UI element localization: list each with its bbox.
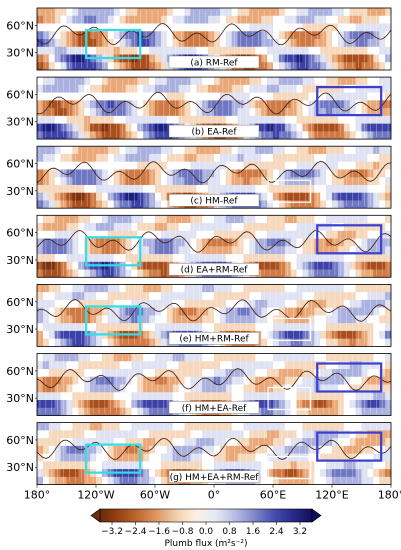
- colorbar-tick-label: 0.8: [222, 527, 237, 537]
- panel-label: (b) EA-Ref: [168, 124, 260, 138]
- latitude-label: 30°N: [6, 47, 34, 60]
- panel-label: (c) HM-Ref: [168, 193, 260, 207]
- colorbar-tick-label: 3.2: [293, 527, 307, 537]
- panel-frame: [36, 283, 392, 347]
- latitude-label: 30°N: [6, 116, 34, 129]
- panel-label-box: [168, 55, 260, 69]
- coastline: [36, 437, 392, 460]
- coastline: [36, 230, 392, 253]
- panel-frame: [36, 76, 392, 140]
- colorbar-tick-label: 2.4: [269, 527, 284, 537]
- colorbar-min-extend: [90, 508, 101, 523]
- colorbar-tick-label: −3.2: [101, 527, 123, 537]
- colorbar-ticks: −3.2 −2.4 −1.6 −0.8 0.0 0.8 1.6 2.4 3.2: [101, 522, 307, 537]
- panel-label-box: [168, 124, 260, 138]
- region-box-white-asia: [267, 386, 311, 411]
- longitude-label: 60°W: [140, 489, 170, 502]
- latitude-label: 60°N: [6, 88, 34, 101]
- latitude-label: 30°N: [6, 461, 34, 474]
- latitude-label: 30°N: [6, 323, 34, 336]
- latitude-label: 60°N: [6, 227, 34, 240]
- region-box-white-asia: [267, 317, 311, 341]
- panel-label: (g) HM+EA+RM-Ref: [168, 470, 260, 483]
- region-box-blue-east: [316, 85, 383, 117]
- longitude-label: 180°: [24, 489, 51, 502]
- longitude-label: 120°W: [77, 489, 114, 502]
- map-panel: (c) HM-Ref 60°N 30°N: [6, 145, 392, 209]
- panel-label-text: (g) HM+EA+RM-Ref: [170, 473, 260, 483]
- panel-label-box: [168, 470, 260, 483]
- panel-label: (e) HM+RM-Ref: [168, 332, 260, 345]
- colorbar-tick-label: −2.4: [125, 527, 147, 537]
- latitude-label: 60°N: [6, 296, 34, 309]
- longitude-label: 120°E: [315, 489, 348, 502]
- map-panel: (b) EA-Ref 60°N 30°N: [6, 76, 392, 140]
- longitude-label: 60°E: [260, 489, 286, 502]
- latitude-label: 30°N: [6, 392, 34, 405]
- panel-frame: [36, 145, 392, 209]
- region-box-cyan-west: [85, 443, 142, 474]
- region-box-blue-east: [316, 224, 383, 255]
- colorbar-tick-label: 0.0: [199, 527, 214, 537]
- panel-label-box: [168, 263, 260, 276]
- region-box-blue-east: [316, 362, 383, 393]
- longitude-axis: 180° 120°W 60°W 0° 60°E 120°E 180°: [24, 484, 401, 502]
- panel-label-box: [168, 332, 260, 345]
- longitude-label: 180°: [378, 489, 401, 502]
- panel-label: (d) EA+RM-Ref: [168, 263, 260, 276]
- latitude-label: 30°N: [6, 254, 34, 267]
- latitude-label: 60°N: [6, 365, 34, 378]
- panel-label-text: (c) HM-Ref: [190, 197, 238, 207]
- map-panel: (e) HM+RM-Ref 60°N 30°N: [6, 283, 392, 347]
- latitude-label: 60°N: [6, 434, 34, 447]
- panel-label-text: (e) HM+RM-Ref: [179, 335, 249, 345]
- panel-label-box: [168, 401, 260, 414]
- panel-label-text: (b) EA-Ref: [191, 127, 237, 137]
- region-box-cyan-west: [85, 236, 142, 267]
- latitude-label: 30°N: [6, 185, 34, 198]
- map-panel: (a) RM-Ref 60°N 30°N: [6, 7, 392, 71]
- region-box-cyan-west: [85, 28, 142, 60]
- map-panel: (g) HM+EA+RM-Ref 60°N 30°N: [6, 422, 392, 486]
- panel-label: (a) RM-Ref: [168, 55, 260, 69]
- coastline: [36, 160, 392, 184]
- coastline: [36, 23, 392, 46]
- panel-label: (f) HM+EA-Ref: [168, 401, 260, 414]
- colorbar-max-extend: [311, 508, 322, 523]
- region-box-white-asia: [267, 179, 311, 203]
- region-box-cyan-west: [85, 305, 142, 336]
- panel-frame: [36, 7, 392, 71]
- colorbar-tick-label: −1.6: [148, 527, 170, 537]
- panel-frame: [36, 214, 392, 278]
- panel-frame: [36, 353, 392, 416]
- colorbar-bar: [99, 508, 313, 523]
- longitude-label: 0°: [208, 489, 221, 502]
- panel-label-box: [168, 193, 260, 207]
- latitude-label: 60°N: [6, 158, 34, 171]
- region-box-blue-east: [316, 431, 383, 462]
- panel-label-text: (a) RM-Ref: [190, 58, 238, 68]
- colorbar: −3.2 −2.4 −1.6 −0.8 0.0 0.8 1.6 2.4 3.2 Plumb fl…: [90, 508, 322, 549]
- map-panel: (f) HM+EA-Ref 60°N 30°N: [6, 353, 392, 416]
- latitude-label: 60°N: [6, 19, 34, 32]
- coastline: [36, 368, 392, 391]
- region-box-white-asia: [267, 456, 311, 480]
- panel-label-text: (f) HM+EA-Ref: [182, 404, 247, 414]
- colorbar-tick-label: −0.8: [172, 527, 194, 537]
- colorbar-title: Plumb flux (m²s⁻²): [165, 539, 248, 549]
- coastline: [36, 91, 392, 115]
- colorbar-tick-label: 1.6: [246, 527, 261, 537]
- map-panel: (d) EA+RM-Ref 60°N 30°N: [6, 214, 392, 278]
- coastline: [36, 299, 392, 322]
- panel-label-text: (d) EA+RM-Ref: [181, 266, 249, 276]
